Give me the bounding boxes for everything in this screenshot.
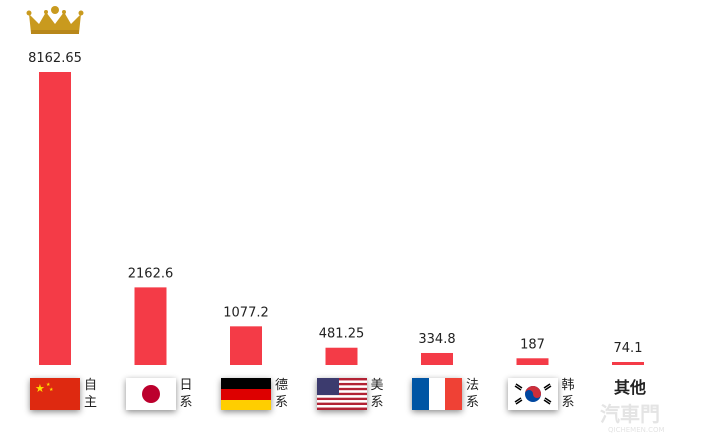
china-flag-icon: ★ ★ ★ <box>30 378 80 410</box>
bar-1 <box>134 287 167 365</box>
category-label: 法系 <box>466 378 480 410</box>
data-label: 187 <box>520 337 545 352</box>
bar-6 <box>612 362 644 365</box>
category-label: 德系 <box>275 378 289 410</box>
svg-text:★: ★ <box>35 382 45 395</box>
bar-4 <box>421 352 453 365</box>
category-label: 日系 <box>179 378 193 410</box>
watermark-brand: 汽車門 <box>600 402 660 426</box>
bar-0 <box>39 72 71 365</box>
bar-5 <box>516 358 549 365</box>
usa-flag-icon <box>316 378 367 410</box>
germany-flag-icon <box>221 378 271 410</box>
bar-2 <box>230 326 262 365</box>
data-label: 2162.6 <box>128 266 174 281</box>
bar-3 <box>325 347 358 365</box>
data-label: 481.25 <box>319 327 365 342</box>
svg-text:★: ★ <box>46 382 51 388</box>
category-label: 其他 <box>614 378 647 397</box>
svg-text:★: ★ <box>49 387 54 393</box>
japan-flag-icon <box>125 378 176 410</box>
category-label: 美系 <box>370 378 384 410</box>
data-label: 8162.65 <box>28 51 82 66</box>
data-label: 74.1 <box>614 341 643 356</box>
category-label: 韩系 <box>561 378 575 410</box>
watermark-site: QICHEMEN.COM <box>608 426 665 434</box>
data-label: 1077.2 <box>223 305 269 320</box>
korea-flag-icon <box>507 378 558 410</box>
data-label: 334.8 <box>418 332 455 347</box>
crown-icon <box>26 6 84 34</box>
france-flag-icon <box>412 378 462 410</box>
category-label: 自主 <box>84 378 98 410</box>
